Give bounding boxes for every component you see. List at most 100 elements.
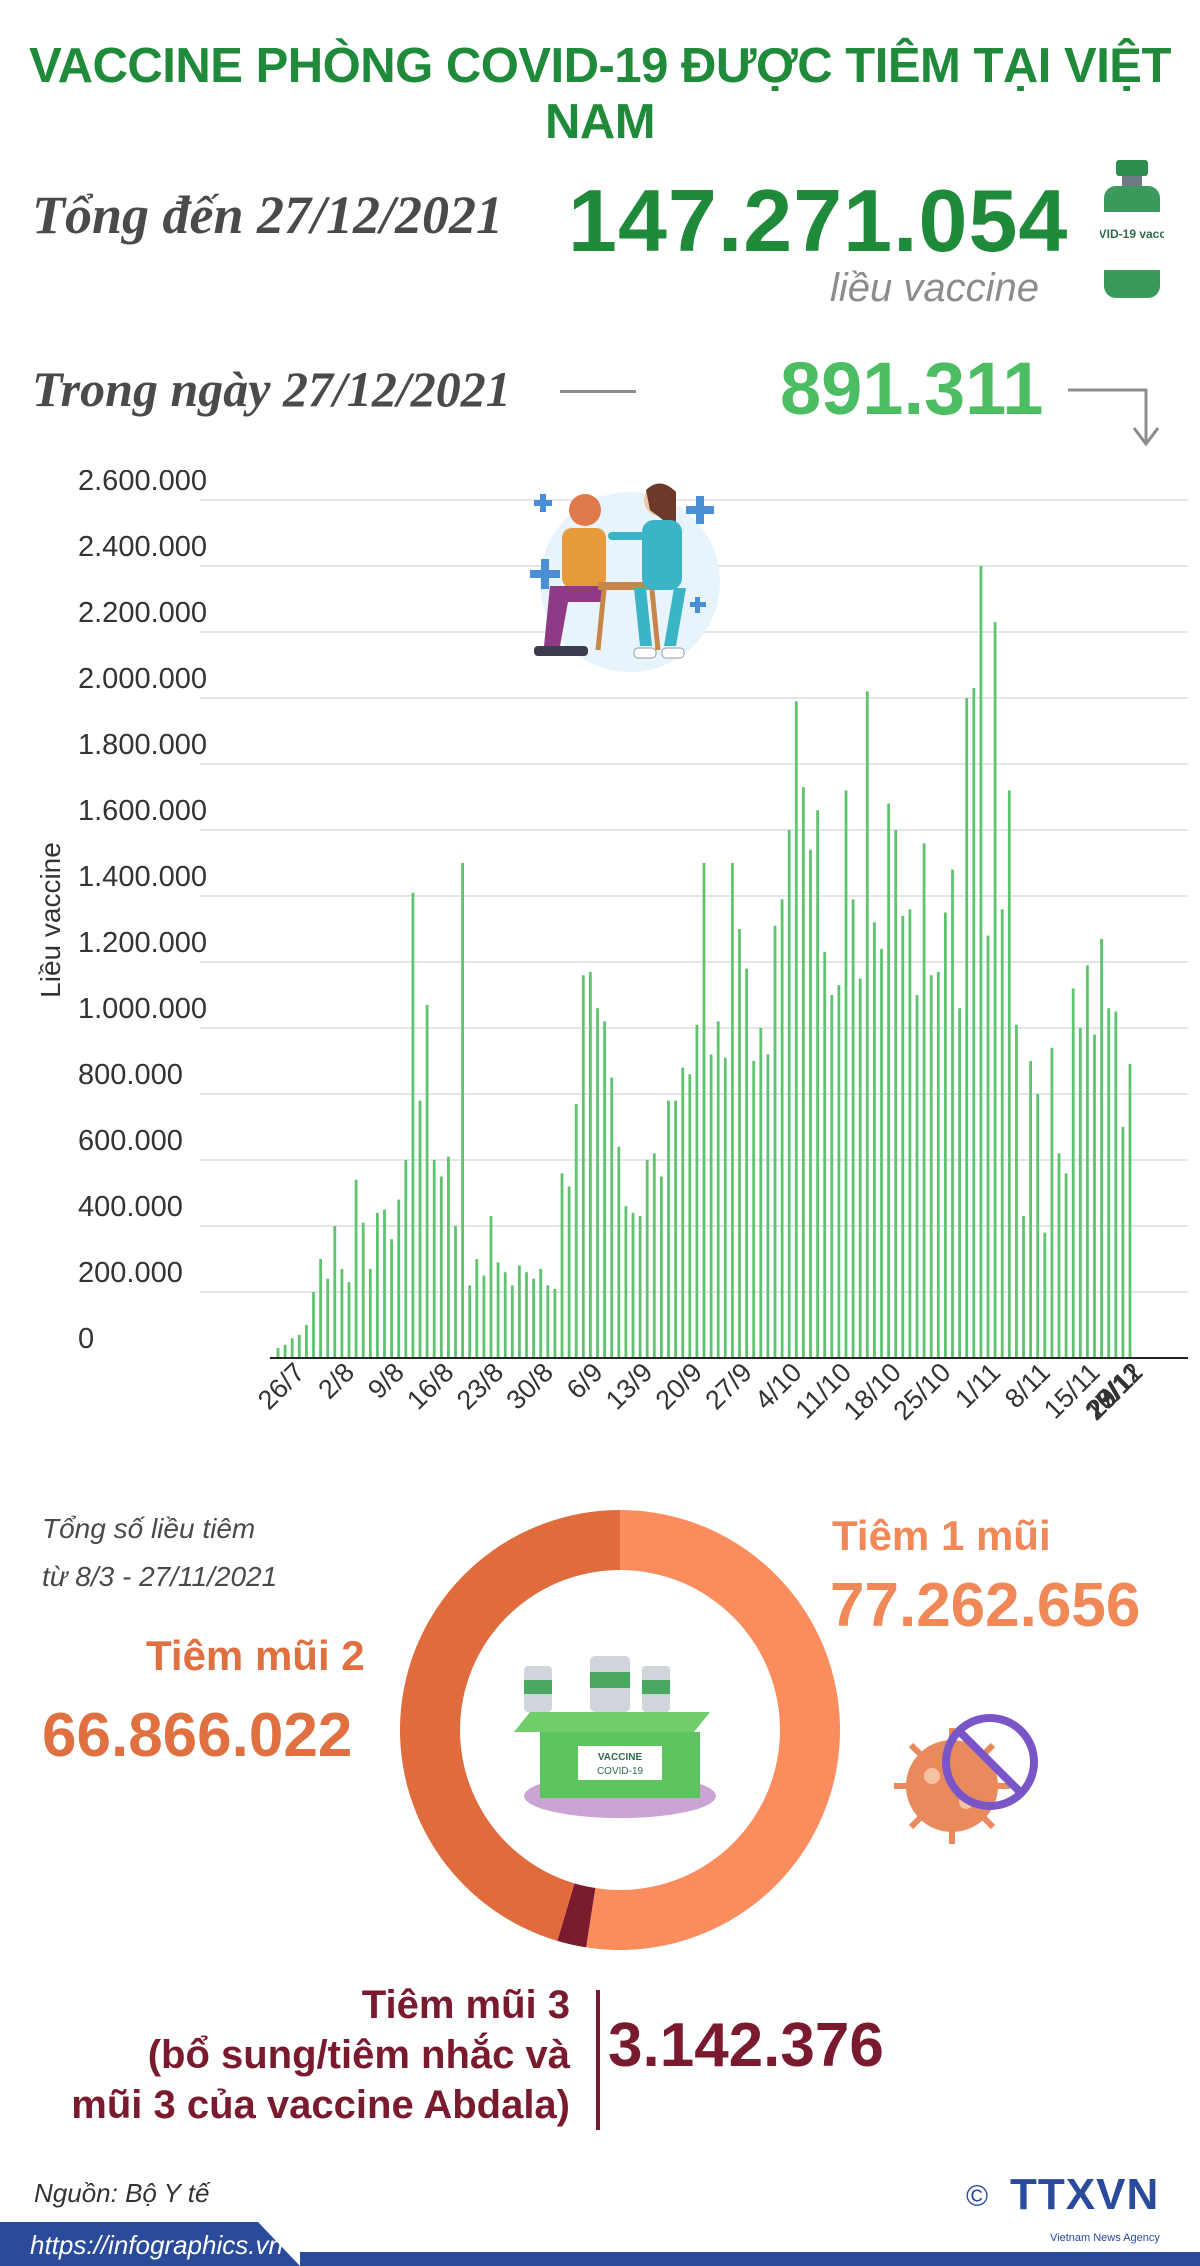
bar [354, 1179, 358, 1358]
bar [1121, 1127, 1125, 1358]
bar [624, 1206, 628, 1358]
bar [645, 1160, 649, 1358]
bar [674, 1100, 677, 1358]
y-tick-label: 1.600.000 [78, 795, 207, 827]
x-tick-label: 2/8 [312, 1357, 360, 1405]
bar [376, 1212, 379, 1358]
bar [447, 1156, 450, 1358]
bar [397, 1199, 401, 1358]
bar [951, 869, 954, 1358]
vaccine-box-illustration: VACCINE COVID-19 [514, 1656, 716, 1818]
bar [1022, 1216, 1025, 1358]
y-tick-label: 2.000.000 [78, 663, 207, 695]
source-note: Nguồn: Bộ Y tế [34, 2178, 210, 2208]
bar [368, 1268, 372, 1358]
bar [809, 849, 812, 1358]
bar [361, 1222, 365, 1358]
bar [596, 1008, 599, 1358]
x-tick-label: 16/8 [401, 1357, 459, 1415]
total-label: Tổng đến 27/12/2021 [32, 185, 504, 245]
day-value: 891.311 [780, 347, 1044, 430]
y-tick-label: 1.000.000 [78, 993, 207, 1025]
x-tick-label: 20/9 [650, 1357, 708, 1415]
bar [454, 1226, 457, 1358]
day-label: Trong ngày 27/12/2021 [32, 361, 511, 417]
bar [887, 803, 890, 1358]
bar [738, 929, 741, 1358]
bar [560, 1173, 564, 1358]
bar [986, 935, 990, 1358]
bar [539, 1268, 543, 1358]
x-tick-label: 23/8 [451, 1357, 509, 1415]
chart-grid [200, 499, 1188, 1293]
total-unit: liều vaccine [830, 266, 1040, 310]
bar [844, 790, 848, 1358]
period-line-1: Tổng số liều tiêm [42, 1513, 256, 1544]
bar [574, 1103, 578, 1358]
period-line-2: từ 8/3 - 27/11/2021 [42, 1561, 278, 1592]
bar [432, 1160, 436, 1358]
x-tick-label: 25/10 [888, 1357, 957, 1426]
dose2-label: Tiêm mũi 2 [146, 1632, 365, 1679]
bar [681, 1067, 685, 1358]
bar [631, 1212, 635, 1358]
bar [589, 971, 592, 1358]
bar [610, 1077, 614, 1358]
box-label-2: COVID-19 [597, 1766, 644, 1777]
vaccine-vial-icon: COVID-19 vaccine [1100, 160, 1164, 298]
bar [297, 1334, 301, 1358]
y-tick-label: 200.000 [78, 1257, 183, 1289]
x-tick-label: 18/10 [838, 1357, 907, 1426]
bar [958, 1008, 961, 1358]
bar [660, 1176, 663, 1358]
y-tick-label: 400.000 [78, 1191, 183, 1223]
bar [929, 975, 933, 1358]
bar [830, 995, 834, 1358]
bar [1114, 1011, 1118, 1358]
bar [780, 899, 784, 1358]
bar [532, 1278, 535, 1358]
dose2-value: 66.866.022 [42, 1701, 353, 1770]
bar [290, 1338, 294, 1358]
bar [873, 922, 876, 1358]
y-tick-label: 0 [78, 1323, 94, 1355]
no-virus-icon [894, 1714, 1038, 1844]
bar [979, 566, 983, 1358]
bar [688, 1074, 692, 1358]
dose3-label-line-2: (bổ sung/tiêm nhắc và [147, 2033, 570, 2077]
bar [915, 995, 919, 1358]
dose3-label-line-1: Tiêm mũi 3 [361, 1983, 570, 2027]
bar [716, 1021, 720, 1358]
bar [936, 971, 940, 1358]
vaccination-illustration [530, 483, 720, 672]
bar [1093, 1034, 1096, 1358]
bar [894, 830, 898, 1358]
bar [638, 1216, 642, 1358]
bar [752, 1061, 756, 1358]
bar [723, 1057, 727, 1358]
bar [546, 1285, 550, 1358]
y-tick-label: 1.800.000 [78, 729, 207, 761]
bar [1086, 965, 1089, 1358]
dose3-label: Tiêm mũi 3 (bổ sung/tiêm nhắc và mũi 3 c… [0, 1980, 570, 2130]
bar [439, 1176, 443, 1358]
footer-url-link[interactable]: https://infographics.vn [30, 2230, 283, 2260]
bar [390, 1239, 393, 1358]
dose1-value: 77.262.656 [830, 1571, 1141, 1640]
bar [922, 843, 926, 1358]
bar [1000, 909, 1004, 1358]
y-tick-label: 800.000 [78, 1059, 183, 1091]
bar [816, 810, 819, 1358]
bar [1036, 1094, 1040, 1358]
bar [1043, 1232, 1047, 1358]
bar [312, 1292, 315, 1358]
bar [1007, 790, 1011, 1358]
bar [283, 1344, 287, 1358]
bar [1050, 1047, 1054, 1358]
bar [652, 1153, 656, 1358]
bar [347, 1282, 351, 1358]
bar [468, 1285, 472, 1358]
bar [581, 975, 585, 1358]
bar [1029, 1061, 1032, 1358]
bar [972, 688, 976, 1358]
